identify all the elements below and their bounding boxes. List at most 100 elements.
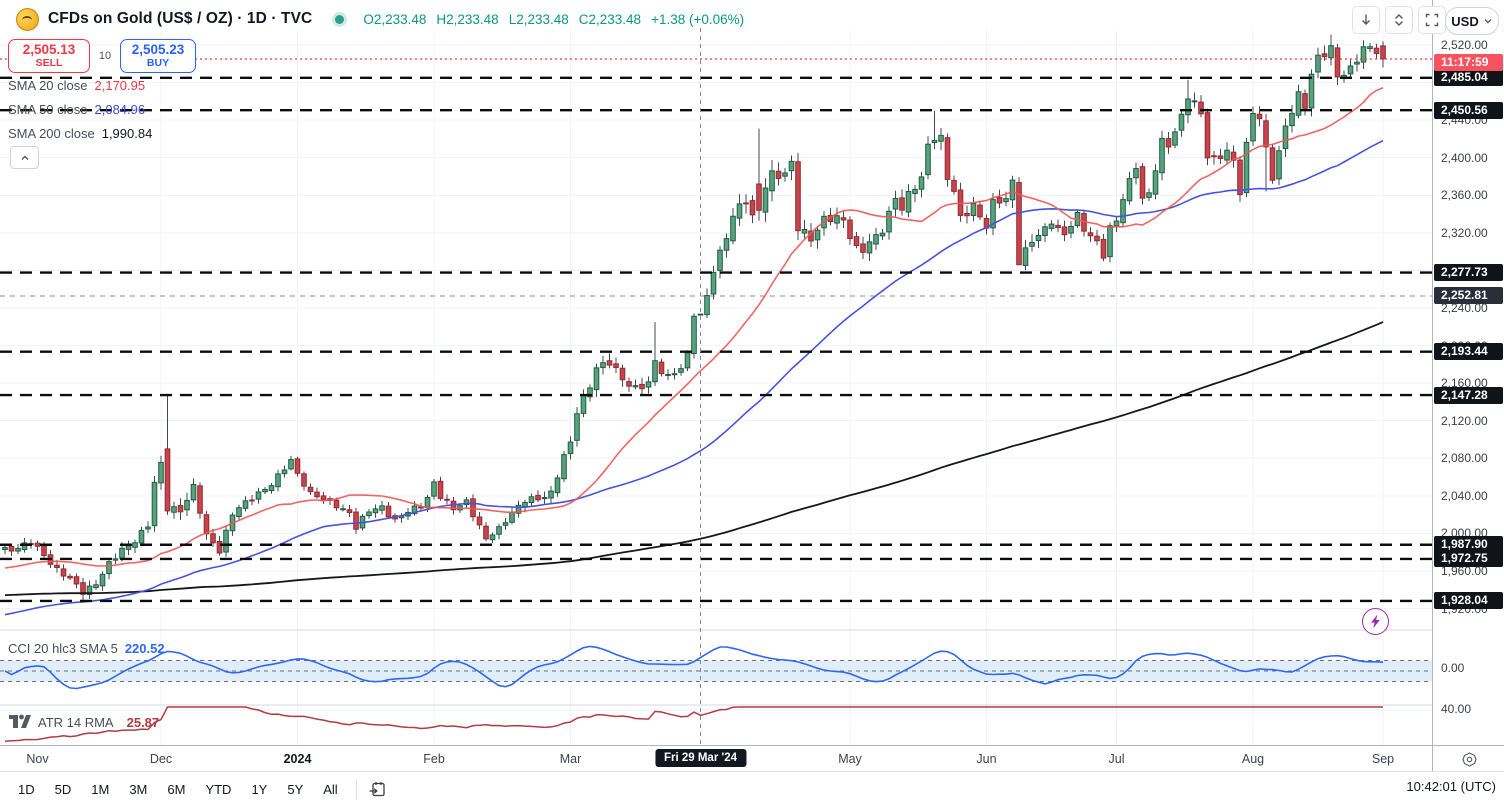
quick-trade-button[interactable] xyxy=(1362,608,1389,635)
candle-body xyxy=(125,545,132,550)
range-1d-button[interactable]: 1D xyxy=(18,782,35,797)
range-all-button[interactable]: All xyxy=(323,782,338,797)
goto-date-calendar-icon xyxy=(369,782,385,797)
candle-body xyxy=(1172,131,1178,146)
candle-body xyxy=(1009,179,1016,201)
candle-body xyxy=(216,540,223,554)
spread-badge: 10 xyxy=(90,49,120,63)
main-chart-canvas[interactable] xyxy=(0,0,1432,745)
price-level-badge: 2,147.28 xyxy=(1434,386,1503,404)
candle-body xyxy=(1289,112,1295,127)
candle-body xyxy=(879,232,886,237)
candle-body xyxy=(717,249,723,271)
candle-body xyxy=(2,547,8,550)
legend-sma50[interactable]: SMA 50 close 2,084.96 xyxy=(8,102,145,117)
legend-sma200[interactable]: SMA 200 close 1,990.84 xyxy=(8,126,152,141)
candle-body xyxy=(769,170,775,192)
candle-body xyxy=(873,234,879,245)
candle-body xyxy=(658,361,665,375)
sell-button[interactable]: 2,505.13 SELL xyxy=(8,39,90,73)
sma20-label: SMA 20 close xyxy=(8,78,88,93)
price-level-badge: 2,450.56 xyxy=(1434,101,1503,119)
candle-body xyxy=(1302,93,1308,109)
range-3m-button[interactable]: 3M xyxy=(129,782,148,797)
price-tick: 2,520.00 xyxy=(1441,38,1488,52)
candle-body xyxy=(684,352,691,369)
axis-settings-corner[interactable] xyxy=(1432,745,1504,772)
candle-body xyxy=(840,217,847,221)
collapse-legend-button[interactable] xyxy=(10,146,39,169)
fullscreen-button[interactable] xyxy=(1418,6,1446,34)
currency-dropdown[interactable]: USD xyxy=(1445,7,1499,35)
candle-body xyxy=(431,481,437,497)
candle-body xyxy=(697,313,704,316)
range-6m-button[interactable]: 6M xyxy=(167,782,186,797)
candle-body xyxy=(54,564,60,569)
candle-body xyxy=(145,526,151,530)
candle-body xyxy=(1211,155,1217,158)
candle-body xyxy=(743,202,749,205)
scroll-down-button[interactable] xyxy=(1352,6,1380,34)
candle-body xyxy=(1100,238,1107,259)
candle-body xyxy=(411,505,418,515)
time-label-Mar: Mar xyxy=(559,752,582,766)
candle-body xyxy=(925,143,931,176)
range-5d-button[interactable]: 5D xyxy=(54,782,72,797)
candle-body xyxy=(1042,226,1048,236)
candle-body xyxy=(1347,65,1354,75)
chevron-down-icon xyxy=(1484,19,1492,24)
candle-body xyxy=(678,368,684,373)
candle-body xyxy=(275,473,281,488)
candle-body xyxy=(866,241,873,254)
goto-date-button[interactable] xyxy=(364,776,391,803)
candle-body xyxy=(346,509,353,513)
candle-body xyxy=(340,508,346,511)
candle-body xyxy=(1068,225,1074,234)
chart-top-controls xyxy=(1352,6,1446,34)
candle-body xyxy=(171,506,177,513)
candle-body xyxy=(528,496,535,504)
range-1m-button[interactable]: 1M xyxy=(91,782,110,797)
candle-body xyxy=(106,561,112,575)
toolbar-divider xyxy=(355,779,357,800)
symbol-title[interactable]: CFDs on Gold (US$ / OZ) · 1D · TVC xyxy=(48,10,313,27)
range-1y-button[interactable]: 1Y xyxy=(251,782,268,797)
candle-body xyxy=(593,367,600,391)
realtime-status-dot xyxy=(335,14,345,24)
gold-symbol-icon xyxy=(16,7,39,31)
candle-body xyxy=(1367,46,1373,50)
candle-body xyxy=(496,526,502,535)
sma50-value: 2,084.96 xyxy=(94,102,146,117)
candle-body xyxy=(665,373,671,376)
candle-body xyxy=(307,486,314,493)
collapse-panes-button[interactable] xyxy=(1385,6,1413,34)
candle-body xyxy=(1185,98,1191,116)
candle-body xyxy=(1146,192,1152,198)
candle-body xyxy=(372,508,379,514)
candle-body xyxy=(353,511,359,530)
time-axis[interactable]: Fri 29 Mar '24 Nov Dec 2024 Feb Mar May Jun Jul… xyxy=(0,745,1432,772)
buy-label: BUY xyxy=(146,56,170,69)
candle-body xyxy=(119,547,125,559)
range-5y-button[interactable]: 5Y xyxy=(287,782,304,797)
legend-cci[interactable]: CCI 20 hlc3 SMA 5 220.52 xyxy=(8,641,165,656)
price-axis[interactable]: 2,520.00 2,440.00 2,400.00 2,360.00 2,320.00… xyxy=(1432,0,1504,745)
candle-body xyxy=(860,243,866,253)
candle-body xyxy=(502,522,509,526)
candle-body xyxy=(1094,235,1100,242)
chevron-up-icon xyxy=(21,155,28,160)
candle-body xyxy=(177,505,184,513)
candle-body xyxy=(8,545,15,552)
candle-body xyxy=(522,501,528,508)
candle-body xyxy=(626,381,632,387)
legend-sma20[interactable]: SMA 20 close 2,170.95 xyxy=(8,78,145,93)
candle-body xyxy=(886,210,892,233)
buy-button[interactable]: 2,505.23 BUY xyxy=(120,39,196,73)
candle-body xyxy=(834,215,840,224)
candle-body xyxy=(996,197,1003,204)
legend-atr[interactable]: ATR 14 RMA 25.87 xyxy=(8,711,159,733)
candle-body xyxy=(535,494,541,501)
price-level-badge: 1,987.90 xyxy=(1434,536,1503,554)
range-ytd-button[interactable]: YTD xyxy=(205,782,232,797)
